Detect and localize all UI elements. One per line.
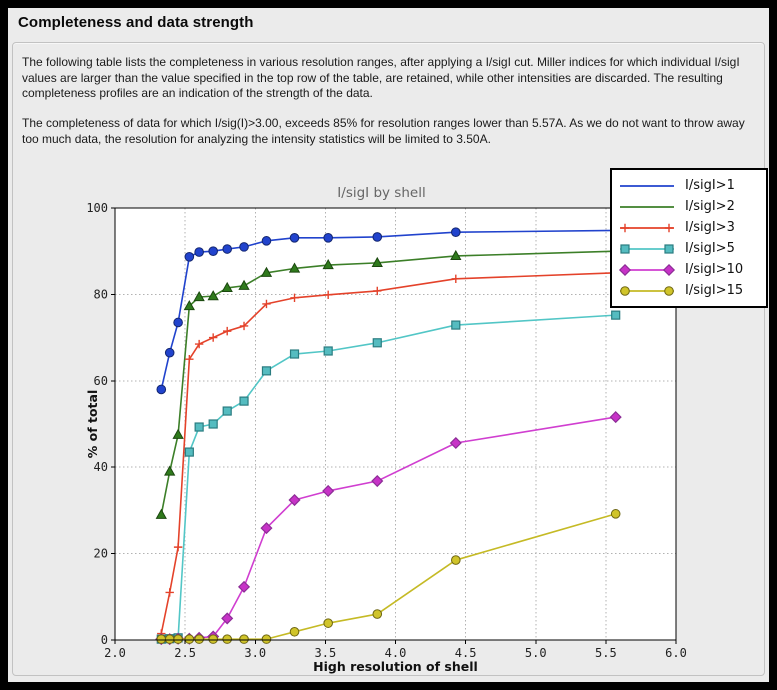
- legend-entry-i-sigi-1: I/sigI>1: [618, 175, 764, 196]
- page-title: Completeness and data strength: [18, 14, 254, 31]
- legend-entry-i-sigi-10: I/sigI>10: [618, 259, 764, 280]
- legend-label: I/sigI>2: [685, 199, 735, 214]
- legend-label: I/sigI>1: [685, 178, 735, 193]
- conclusion-paragraph: The completeness of data for which I/sig…: [22, 116, 745, 146]
- legend-line-sample: [618, 199, 676, 215]
- legend-entry-i-sigi-5: I/sigI>5: [618, 238, 764, 259]
- app-window: Completeness and data strength The follo…: [8, 8, 769, 682]
- legend-line-sample: [618, 241, 676, 257]
- description-paragraph: The following table lists the completene…: [22, 55, 740, 100]
- legend-line-sample: [618, 262, 676, 278]
- legend-label: I/sigI>15: [685, 283, 744, 298]
- legend-label: I/sigI>10: [685, 262, 744, 277]
- legend-label: I/sigI>5: [685, 241, 735, 256]
- legend-entry-i-sigi-3: I/sigI>3: [618, 217, 764, 238]
- report-panel: The following table lists the completene…: [12, 42, 765, 676]
- legend-line-sample: [618, 178, 676, 194]
- legend-entry-i-sigi-2: I/sigI>2: [618, 196, 764, 217]
- chart-legend: I/sigI>1 I/sigI>2 I/sigI>3 I/sigI>5 I/sigI>1…: [610, 168, 768, 308]
- legend-line-sample: [618, 220, 676, 236]
- legend-entry-i-sigi-15: I/sigI>15: [618, 280, 764, 301]
- legend-label: I/sigI>3: [685, 220, 735, 235]
- legend-line-sample: [618, 283, 676, 299]
